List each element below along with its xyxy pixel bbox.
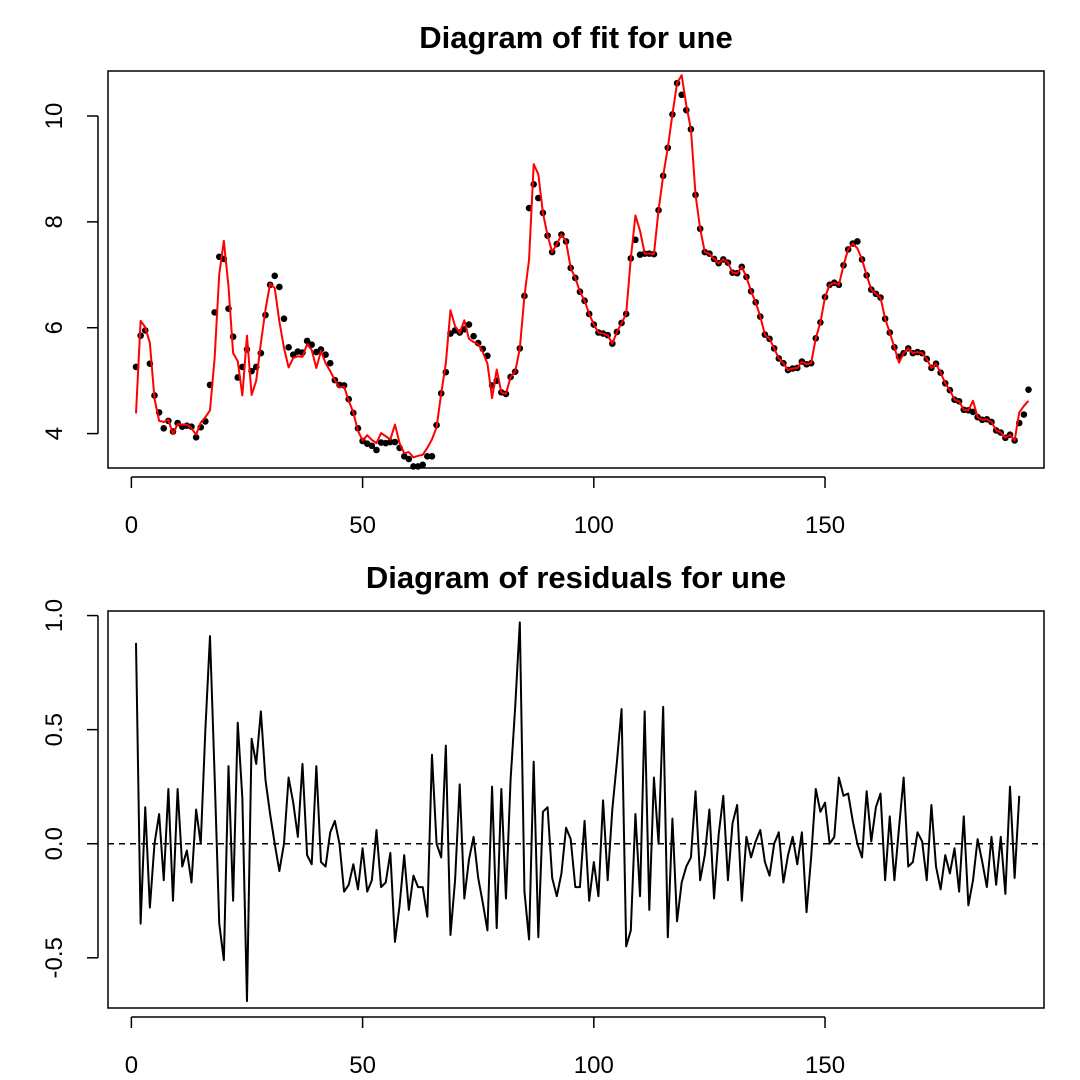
observed-point [303,337,311,345]
fit-y-axis: 4 6 8 10 [41,103,99,440]
residuals-chart-title: Diagram of residuals for une [366,560,786,595]
residuals-plot-box [107,610,1045,1009]
observed-point [387,438,394,446]
fitted-line [135,74,1030,459]
observed-point [424,453,431,460]
y-tick-label: 0.0 [41,827,68,860]
fit-x-axis: 0 50 100 150 [125,476,845,539]
residuals-y-axis: -0.5 0.0 0.5 1.0 [41,599,99,978]
x-tick-label: 0 [125,1052,138,1079]
observed-point [1020,411,1028,418]
observed-point [678,91,685,99]
y-tick-label: 6 [41,321,68,334]
observed-point [271,272,279,280]
fit-chart: Diagram of fit for une 0 50 100 150 4 6 8 10 [41,20,1045,539]
observed-point [285,344,292,351]
observed-point [1025,386,1032,393]
x-tick-label: 150 [805,1052,845,1079]
fit-marks [132,74,1032,470]
residuals-line [135,621,1021,1003]
observed-point [373,446,380,454]
residuals-marks [108,621,1044,1003]
observed-point [428,453,436,460]
observed-point [276,283,283,291]
x-tick-label: 0 [125,512,138,539]
observed-point [317,346,325,353]
observed-point [368,442,376,450]
residuals-chart: Diagram of residuals for une 0 50 100 150 -… [41,560,1045,1079]
observed-point [419,461,427,469]
y-tick-label: 0.5 [41,713,68,746]
y-tick-label: 1.0 [41,599,68,632]
observed-point [188,423,195,431]
observed-point [465,321,473,328]
observed-point [160,425,168,432]
y-tick-label: 4 [41,427,68,440]
fit-plot-box [107,70,1045,469]
y-tick-label: 10 [41,103,68,130]
y-tick-label: -0.5 [41,937,68,978]
observed-point [280,315,288,323]
observed-point [391,438,399,446]
residuals-x-axis: 0 50 100 150 [125,1016,845,1079]
observed-point [405,455,413,463]
x-tick-label: 100 [574,512,614,539]
observed-point [854,238,861,245]
observed-point [470,332,477,340]
observed-point [410,463,417,470]
x-tick-label: 50 [349,1052,376,1079]
x-tick-label: 100 [574,1052,614,1079]
x-tick-label: 150 [805,512,845,539]
observed-point [326,359,334,367]
y-tick-label: 8 [41,215,68,228]
fit-chart-title: Diagram of fit for une [419,20,732,55]
observed-point [192,434,200,441]
x-tick-label: 50 [349,512,376,539]
